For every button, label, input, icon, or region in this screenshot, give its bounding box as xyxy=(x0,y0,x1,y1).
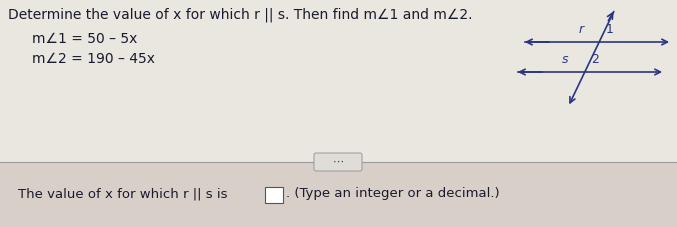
Bar xyxy=(0,162,677,227)
Text: r: r xyxy=(579,23,584,36)
Text: m∠1 = 50 – 5x: m∠1 = 50 – 5x xyxy=(32,32,137,46)
Text: . (Type an integer or a decimal.): . (Type an integer or a decimal.) xyxy=(286,188,500,200)
Text: s: s xyxy=(561,53,568,66)
Text: Determine the value of x for which r || s. Then find m∠1 and m∠2.: Determine the value of x for which r || … xyxy=(8,7,473,22)
Text: 1: 1 xyxy=(605,23,613,36)
Text: ⋯: ⋯ xyxy=(332,157,343,167)
Text: The value of x for which r || s is: The value of x for which r || s is xyxy=(18,188,227,200)
Text: m∠2 = 190 – 45x: m∠2 = 190 – 45x xyxy=(32,52,155,66)
FancyBboxPatch shape xyxy=(314,153,362,171)
FancyBboxPatch shape xyxy=(265,187,283,203)
Text: 2: 2 xyxy=(591,53,598,66)
Bar xyxy=(0,0,677,162)
